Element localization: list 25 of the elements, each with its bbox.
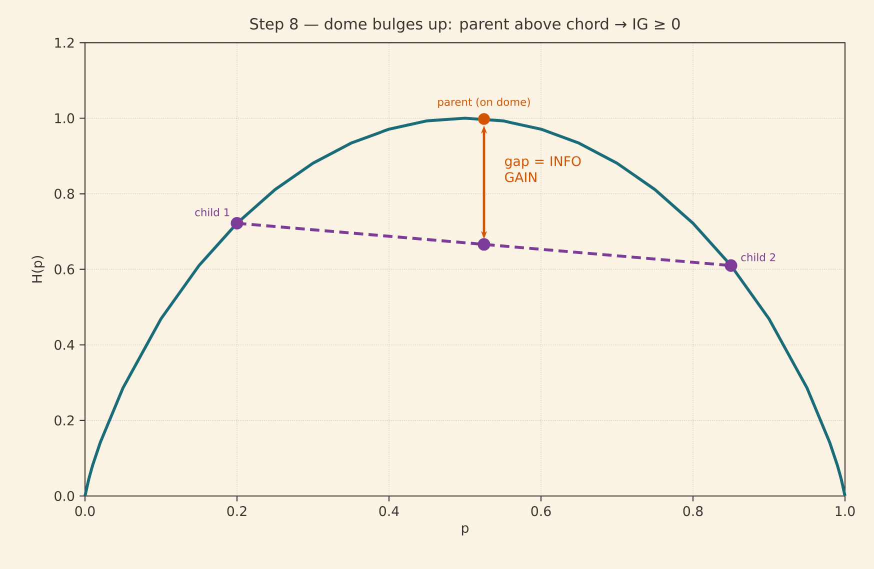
x-tick-label: 1.0 xyxy=(836,506,855,516)
point xyxy=(230,216,244,230)
y-tick-label: 0.8 xyxy=(54,188,74,199)
annotation: child 2 xyxy=(741,253,776,262)
line-series xyxy=(84,116,846,498)
y-tick-label: 1.2 xyxy=(55,38,74,48)
x-tick-label: 0.4 xyxy=(379,506,399,516)
annotation: parent (on dome) xyxy=(438,98,530,108)
chart-title: Step 8 — dome bulges up: parent above chord → IG ≥ 0 xyxy=(250,18,680,33)
y-tick-label: 1.0 xyxy=(55,113,74,124)
point xyxy=(478,113,490,125)
y-axis-title: H(p) xyxy=(32,256,45,282)
y-tick-label: 0.6 xyxy=(54,264,74,274)
y-tick-label: 0.2 xyxy=(54,415,74,426)
point xyxy=(478,238,490,251)
x-tick-label: 0.8 xyxy=(683,506,703,516)
x-tick-label: 0.2 xyxy=(227,506,246,516)
y-tick-label: 0.0 xyxy=(54,490,74,502)
x-axis-title: p xyxy=(462,525,469,536)
annotation: gap = INFO GAIN xyxy=(505,156,581,182)
point xyxy=(724,259,738,272)
x-tick-label: 0.6 xyxy=(531,506,551,516)
y-tick-label: 0.4 xyxy=(54,340,74,350)
annotation: child 1 xyxy=(195,208,230,216)
x-tick-label: 0.0 xyxy=(75,506,95,516)
